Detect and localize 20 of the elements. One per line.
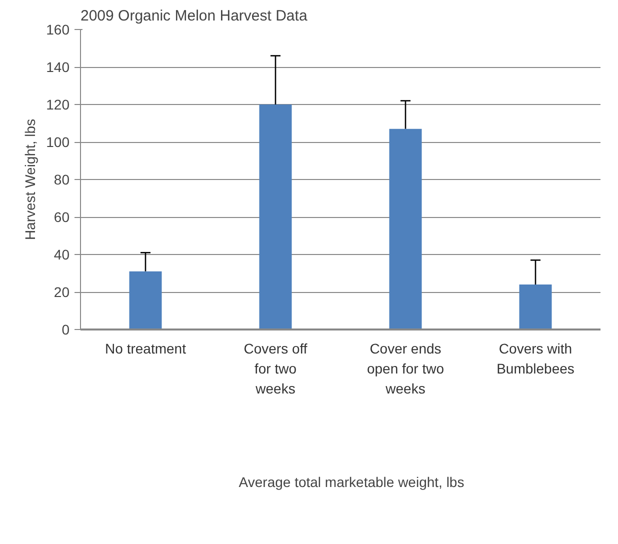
chart-title: 2009 Organic Melon Harvest Data (80, 8, 308, 24)
text: Average total marketable weight, lbs (238, 474, 464, 490)
bar (259, 104, 292, 330)
y-axis-title: Harvest Weight, lbs (22, 118, 38, 240)
y-tick-label: 140 (46, 59, 70, 75)
x-tick-label: Covers with Bumblebees (496, 340, 574, 376)
y-tick-label: 100 (46, 134, 70, 150)
x-tick-label: Cover ends open for two weeks (366, 340, 444, 396)
y-tick-label: 40 (54, 246, 70, 262)
x-tick-label: Covers off for two weeks (244, 340, 308, 396)
y-tick-label: 160 (46, 22, 70, 38)
y-tick-label: 0 (62, 322, 70, 338)
bar (129, 271, 162, 330)
y-tick-label: 120 (46, 96, 70, 112)
y-tick-label: 60 (54, 209, 70, 225)
bar (389, 128, 422, 330)
y-tick-label: 20 (54, 284, 70, 300)
bar (519, 284, 552, 330)
y-tick-label: 80 (54, 172, 70, 188)
x-tick-label: No treatment (105, 340, 186, 356)
